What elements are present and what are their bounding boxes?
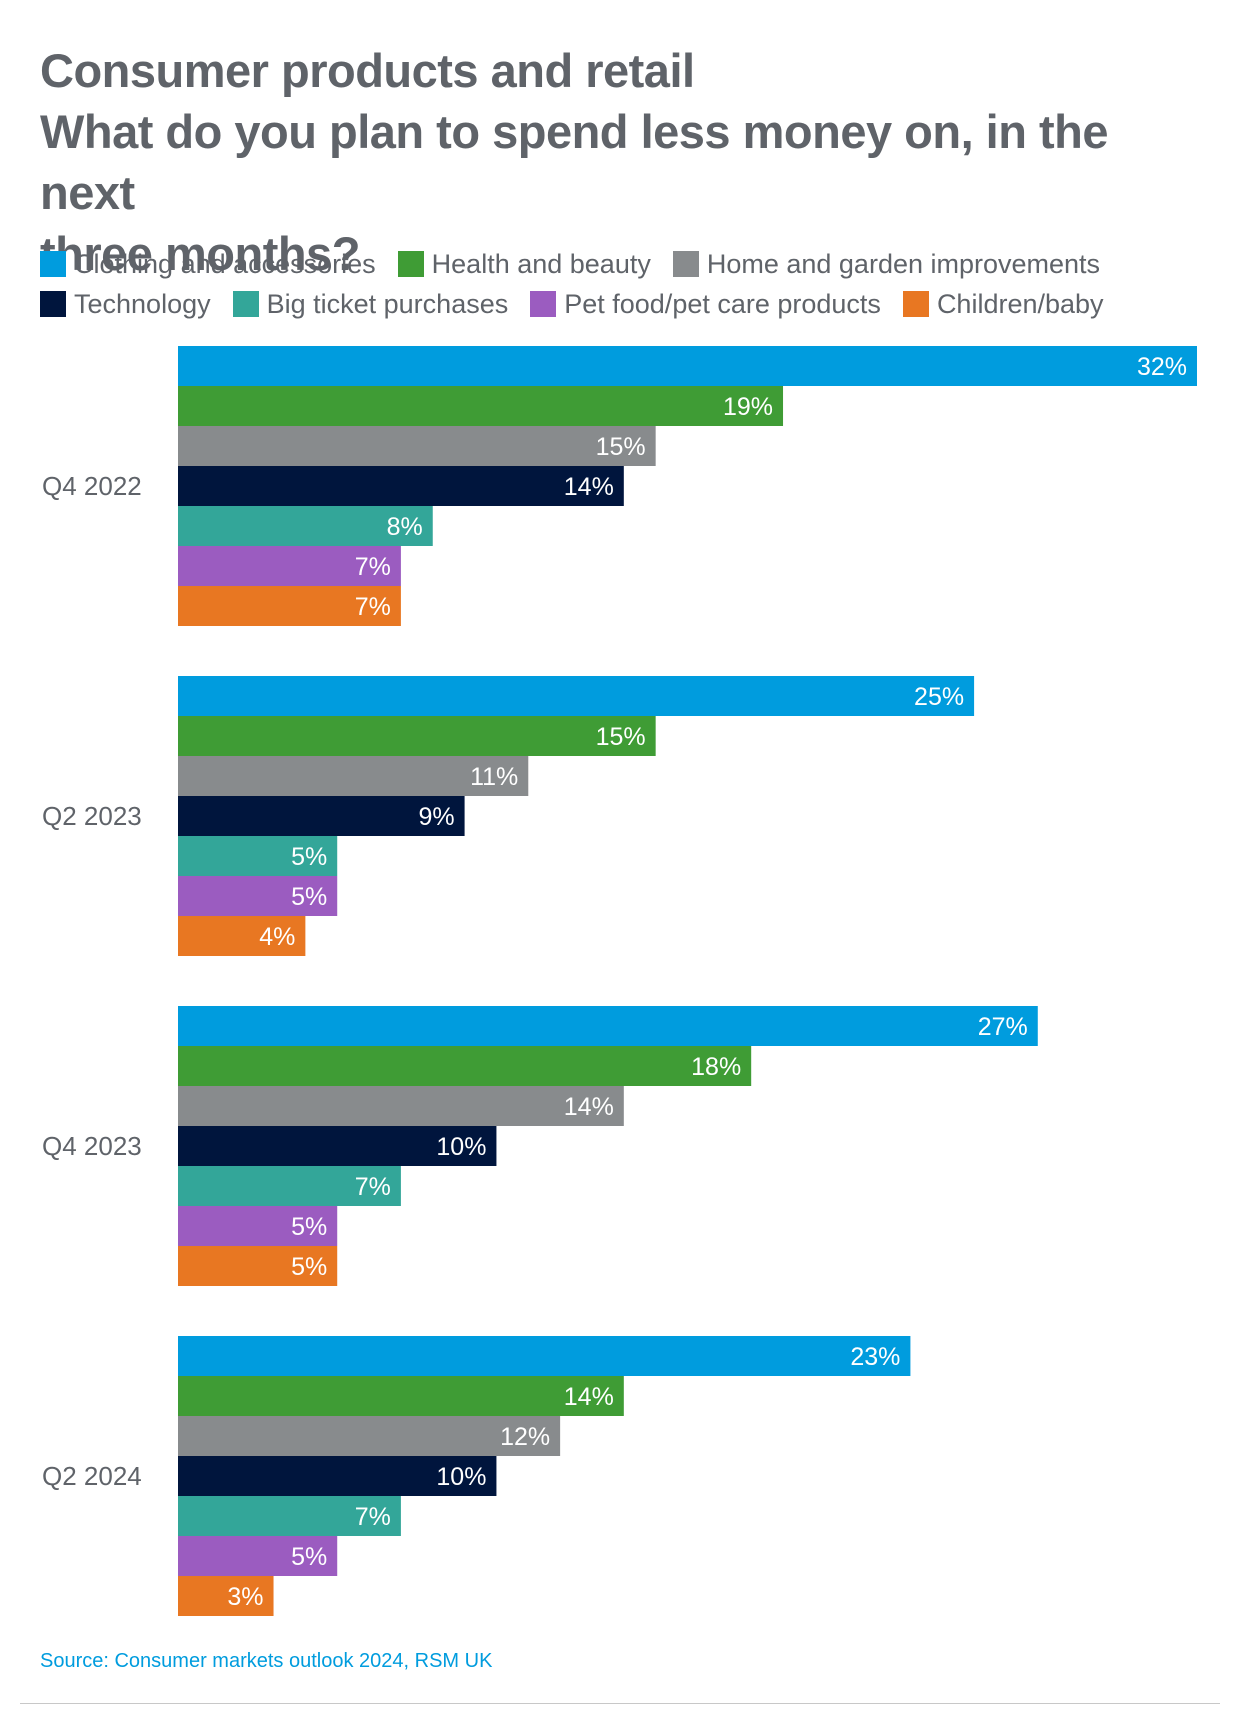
title-line-1: Consumer products and retail	[40, 44, 695, 97]
legend-item-home-garden: Home and garden improvements	[672, 248, 1101, 280]
chart-title: Consumer products and retail What do you…	[40, 40, 1210, 284]
bar-q4-2022-home-and-garden-improvements	[178, 426, 656, 466]
data-label-q4-2023-health-and-beauty: 18%	[691, 1053, 741, 1081]
bar-q2-2024-home-and-garden-improvements	[178, 1416, 561, 1456]
legend-label-children: Children/baby	[936, 288, 1104, 319]
legend-label-home-garden: Home and garden improvements	[706, 248, 1101, 279]
bar-q2-2023-children-baby	[178, 916, 306, 956]
title-line-3: three months?	[40, 227, 360, 280]
legend-row-1: Clothing and accessories Health and beau…	[40, 244, 1220, 284]
data-label-q4-2023-pet-food-pet-care-products: 5%	[291, 1213, 327, 1241]
data-label-q2-2024-home-and-garden-improvements: 12%	[500, 1423, 550, 1451]
legend-item-technology: Technology	[40, 289, 211, 320]
data-label-q2-2023-technology: 9%	[418, 803, 454, 831]
bar-q2-2023-home-and-garden-improvements	[178, 756, 529, 796]
bar-q2-2024-health-and-beauty	[178, 1376, 624, 1416]
data-label-q4-2022-pet-food-pet-care-products: 7%	[355, 553, 391, 581]
data-label-q2-2023-health-and-beauty: 15%	[596, 723, 646, 751]
bar-q4-2022-children-baby	[178, 586, 401, 626]
legend-swatch-home-garden	[672, 251, 699, 277]
legend-item-big-ticket: Big ticket purchases	[232, 288, 509, 320]
data-label-q4-2022-home-and-garden-improvements: 15%	[596, 433, 646, 461]
bar-q4-2023-children-baby	[178, 1246, 338, 1286]
bar-q4-2022-technology	[178, 466, 624, 506]
bar-q2-2024-clothing-and-accessories	[178, 1336, 911, 1376]
legend-label-technology: Technology	[74, 288, 211, 319]
bar-q4-2022-big-ticket-purchases	[178, 506, 433, 546]
legend-item-children: Children/baby	[902, 288, 1104, 320]
data-label-q4-2023-home-and-garden-improvements: 14%	[564, 1093, 614, 1121]
bar-q2-2024-pet-food-pet-care-products	[178, 1536, 338, 1576]
legend-swatch-children	[902, 291, 929, 317]
category-label-q2-2024: Q2 2024	[42, 1461, 142, 1491]
legend-item-clothing: Clothing and accessories	[40, 249, 376, 280]
bar-chart: Q4 2022 32% 19% 15% 14% 8% 7% 7% Q2 2023 25% 15% 11…	[42, 346, 1197, 1616]
chart-legend: Clothing and accessories Health and beau…	[40, 244, 1220, 324]
data-label-q2-2023-clothing-and-accessories: 25%	[914, 683, 964, 711]
legend-label-pet: Pet food/pet care products	[564, 288, 881, 319]
bar-q4-2023-big-ticket-purchases	[178, 1166, 401, 1206]
bar-q2-2023-big-ticket-purchases	[178, 836, 338, 876]
data-label-q4-2022-health-and-beauty: 19%	[723, 393, 773, 421]
data-label-q4-2022-big-ticket-purchases: 8%	[387, 513, 423, 541]
bar-q2-2023-clothing-and-accessories	[178, 676, 975, 716]
legend-row-2: Technology Big ticket purchases Pet food…	[40, 284, 1220, 324]
data-label-q4-2022-clothing-and-accessories: 32%	[1137, 353, 1187, 381]
bar-q2-2024-children-baby	[178, 1576, 274, 1616]
data-label-q4-2023-children-baby: 5%	[291, 1253, 327, 1281]
bar-q4-2023-home-and-garden-improvements	[178, 1086, 624, 1126]
legend-swatch-technology	[40, 291, 66, 317]
legend-swatch-big-ticket	[232, 291, 259, 317]
data-label-q2-2024-children-baby: 3%	[227, 1583, 263, 1611]
bar-q2-2024-technology	[178, 1456, 497, 1496]
data-label-q4-2023-technology: 10%	[436, 1133, 486, 1161]
bar-q4-2022-clothing-and-accessories	[178, 346, 1197, 386]
data-label-q2-2023-children-baby: 4%	[259, 923, 295, 951]
legend-swatch-health	[397, 251, 424, 277]
bar-q4-2023-technology	[178, 1126, 497, 1166]
source-note: Source: Consumer markets outlook 2024, R…	[40, 1650, 493, 1672]
legend-swatch-clothing	[40, 251, 66, 277]
bar-q2-2023-technology	[178, 796, 465, 836]
legend-label-clothing: Clothing and accessories	[74, 248, 376, 279]
data-label-q2-2024-big-ticket-purchases: 7%	[355, 1503, 391, 1531]
category-label-q4-2022: Q4 2022	[42, 471, 142, 501]
bar-q2-2023-health-and-beauty	[178, 716, 656, 756]
data-label-q2-2023-home-and-garden-improvements: 11%	[470, 763, 518, 791]
data-label-q2-2024-pet-food-pet-care-products: 5%	[291, 1543, 327, 1571]
category-label-q4-2023: Q4 2023	[42, 1131, 142, 1161]
data-label-q2-2024-health-and-beauty: 14%	[564, 1383, 614, 1411]
data-label-q4-2023-clothing-and-accessories: 27%	[978, 1013, 1028, 1041]
bar-q2-2024-big-ticket-purchases	[178, 1496, 401, 1536]
bar-q4-2023-pet-food-pet-care-products	[178, 1206, 338, 1246]
bar-q4-2022-pet-food-pet-care-products	[178, 546, 401, 586]
legend-item-pet: Pet food/pet care products	[530, 289, 881, 320]
legend-item-health: Health and beauty	[397, 248, 651, 280]
category-label-q2-2023: Q2 2023	[42, 801, 142, 831]
data-label-q2-2023-big-ticket-purchases: 5%	[291, 843, 327, 871]
data-label-q4-2023-big-ticket-purchases: 7%	[355, 1173, 391, 1201]
data-label-q2-2023-pet-food-pet-care-products: 5%	[291, 883, 327, 911]
bar-q4-2022-health-and-beauty	[178, 386, 784, 426]
legend-label-big-ticket: Big ticket purchases	[266, 288, 509, 319]
title-line-2: What do you plan to spend less money on,…	[40, 105, 1109, 219]
footer-divider	[20, 1703, 1220, 1704]
legend-label-health: Health and beauty	[431, 248, 651, 279]
data-label-q4-2022-technology: 14%	[564, 473, 614, 501]
bar-q4-2023-health-and-beauty	[178, 1046, 752, 1086]
data-label-q2-2024-technology: 10%	[436, 1463, 486, 1491]
legend-swatch-pet	[530, 291, 557, 317]
data-label-q4-2022-children-baby: 7%	[355, 593, 391, 621]
bar-q4-2023-clothing-and-accessories	[178, 1006, 1038, 1046]
bar-q2-2023-pet-food-pet-care-products	[178, 876, 338, 916]
data-label-q2-2024-clothing-and-accessories: 23%	[850, 1343, 900, 1371]
